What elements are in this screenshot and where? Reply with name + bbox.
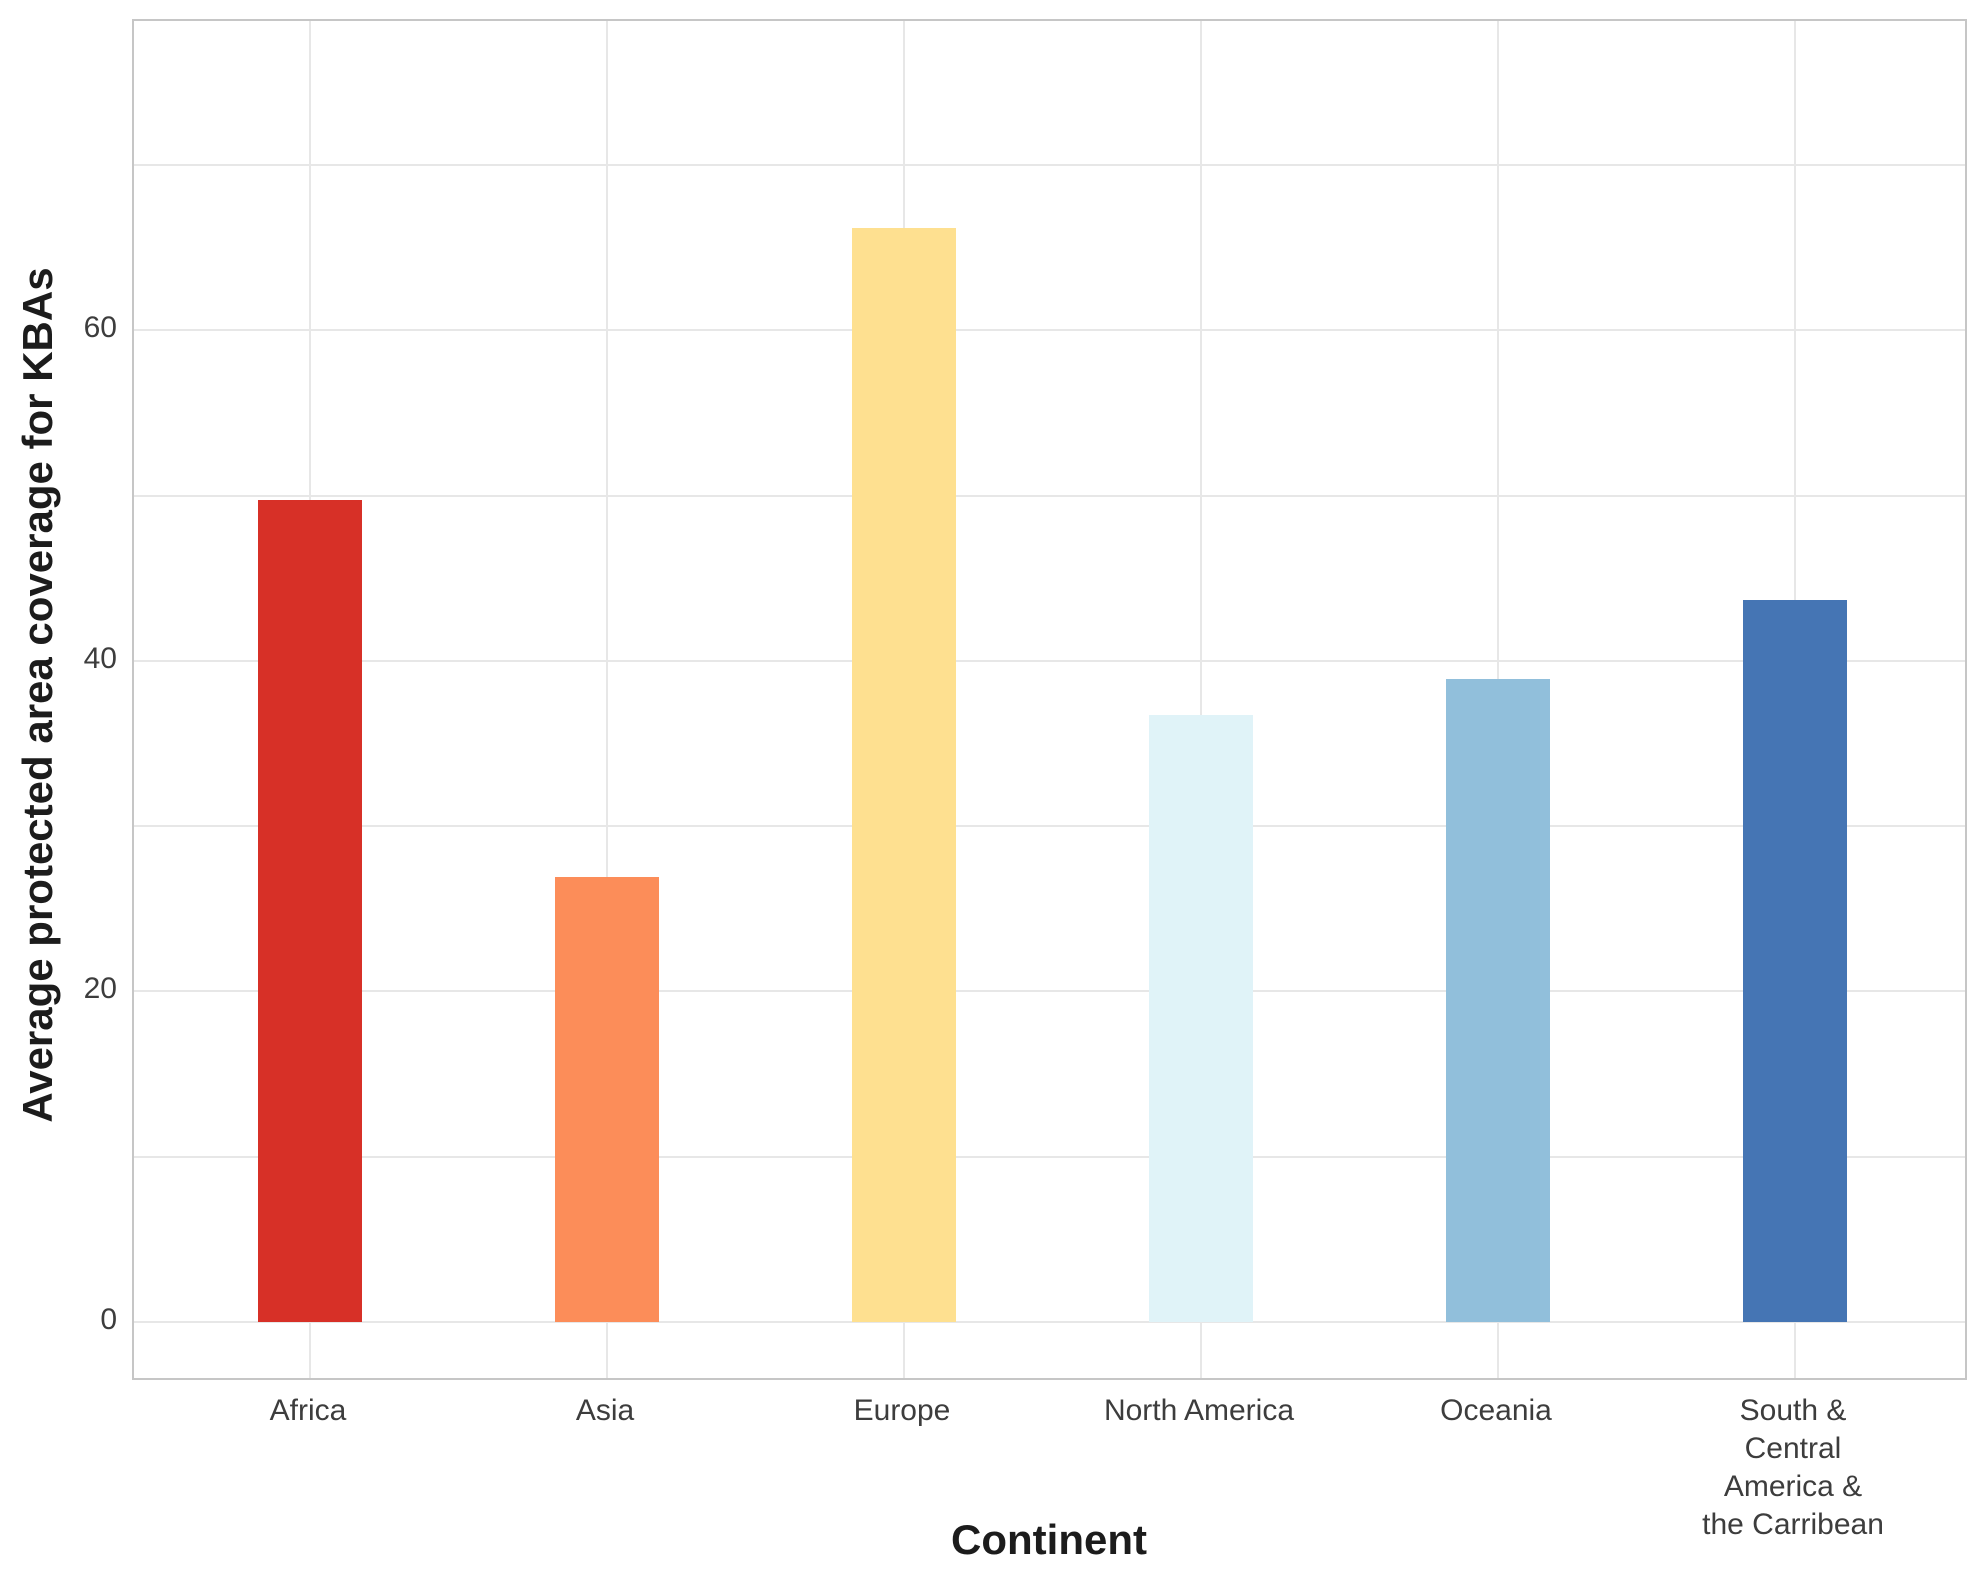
gridline-x-2 xyxy=(606,21,608,1378)
x-tick-label-europe: Europe xyxy=(853,1394,951,1427)
bar-south-central xyxy=(1743,599,1847,1322)
y-tick-label-60: 60 xyxy=(83,311,117,345)
gridline-y-0 xyxy=(134,1321,1965,1323)
x-axis-title: Continent xyxy=(951,1516,1147,1563)
x-tick-label-north-america: North America xyxy=(1103,1394,1295,1427)
bar-africa xyxy=(258,500,362,1322)
gridline-y-70 xyxy=(134,163,1965,166)
gridline-y-60 xyxy=(134,329,1965,332)
gridline-y-10 xyxy=(134,1155,1965,1158)
x-tick-label-africa: Africa xyxy=(269,1394,347,1427)
y-tick-label-20: 20 xyxy=(83,972,117,1006)
gridline-x-4 xyxy=(1200,21,1202,1378)
x-tick-label-oceania: Oceania xyxy=(1440,1394,1552,1427)
gridline-y-50 xyxy=(134,494,1965,497)
plot-area xyxy=(132,19,1967,1380)
bar-europe xyxy=(852,227,956,1322)
y-tick-label-40: 40 xyxy=(83,641,117,675)
bar-north-america xyxy=(1149,715,1253,1322)
bar-asia xyxy=(555,877,659,1322)
gridline-y-40 xyxy=(134,659,1965,662)
x-tick-label-south-central: South & Central America & the Carribean xyxy=(1702,1394,1884,1541)
bar-oceania xyxy=(1446,678,1550,1322)
y-tick-label-0: 0 xyxy=(100,1303,117,1336)
x-tick-label-asia: Asia xyxy=(575,1394,635,1427)
gridline-y-20 xyxy=(134,990,1965,993)
gridline-y-30 xyxy=(134,825,1965,828)
